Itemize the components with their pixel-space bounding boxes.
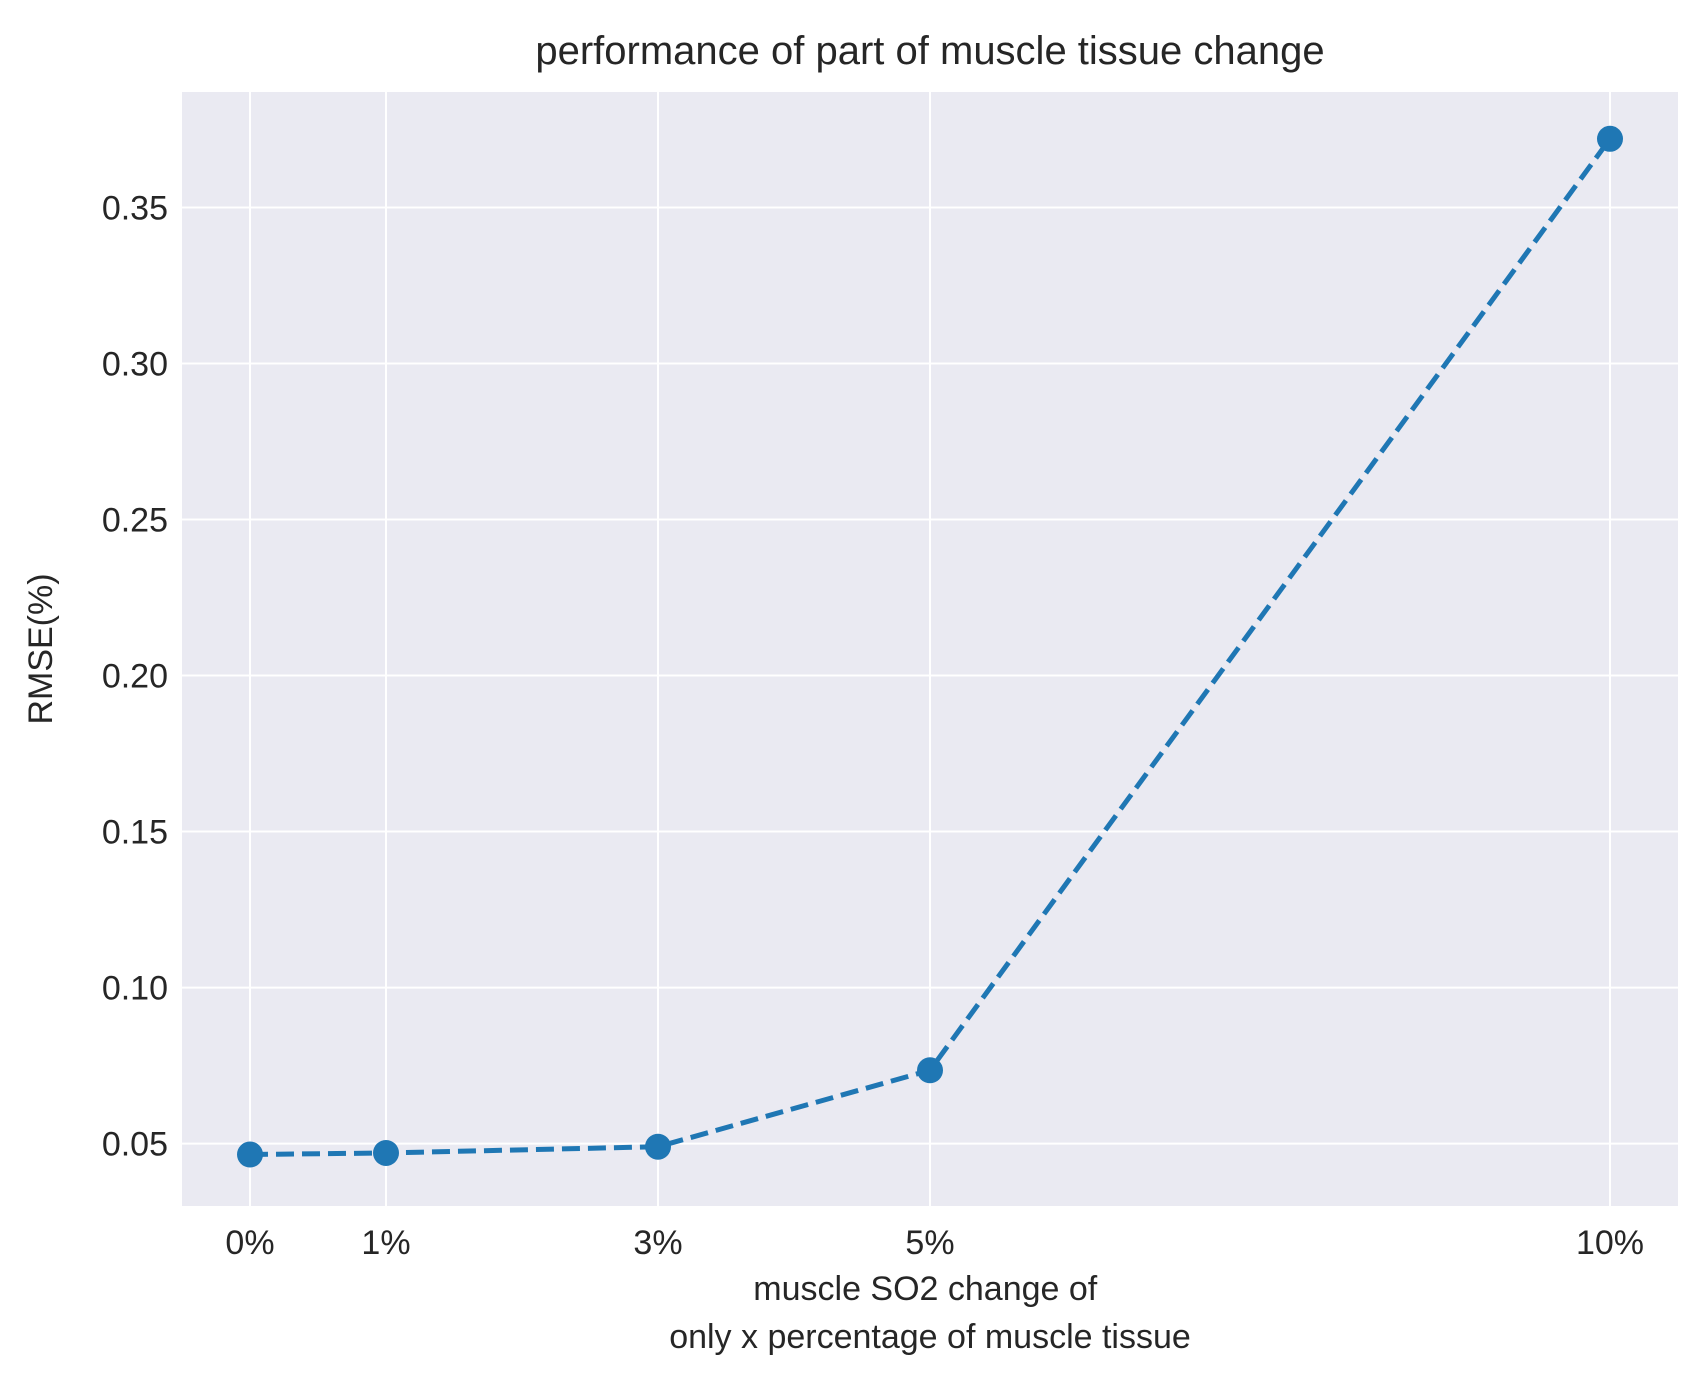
x-tick-label: 0%	[225, 1224, 274, 1262]
x-tick-label: 10%	[1576, 1224, 1644, 1262]
y-tick-label: 0.35	[102, 189, 168, 227]
y-tick-label: 0.05	[102, 1126, 168, 1164]
x-axis-title-line-2: only x percentage of muscle tissue	[669, 1318, 1191, 1356]
x-tick-label: 3%	[633, 1224, 682, 1262]
y-tick-label: 0.10	[102, 970, 168, 1008]
data-point	[237, 1141, 263, 1168]
y-axis-title: RMSE(%)	[22, 573, 60, 724]
y-tick-labels: 0.05 0.10 0.15 0.20 0.25 0.30 0.35	[102, 189, 168, 1163]
series-layer	[237, 125, 1623, 1168]
x-tick-label: 5%	[905, 1224, 954, 1262]
series-line	[249, 137, 1613, 1158]
data-point	[1597, 125, 1623, 152]
data-point	[373, 1139, 399, 1166]
y-tick-label: 0.25	[102, 502, 168, 540]
x-axis-title-line-1: muscle SO2 change of	[753, 1270, 1098, 1308]
data-point	[645, 1133, 671, 1160]
x-tick-label: 1%	[361, 1224, 410, 1262]
x-tick-labels: 0% 1% 3% 5% 10%	[225, 1224, 1644, 1262]
y-tick-label: 0.15	[102, 814, 168, 852]
chart-title: performance of part of muscle tissue cha…	[535, 29, 1324, 73]
data-point	[917, 1057, 943, 1084]
y-tick-label: 0.30	[102, 345, 168, 383]
x-axis-title: muscle SO2 change of only x percentage o…	[669, 1270, 1191, 1356]
y-tick-label: 0.20	[102, 658, 168, 696]
grid-lines	[182, 92, 1678, 1206]
